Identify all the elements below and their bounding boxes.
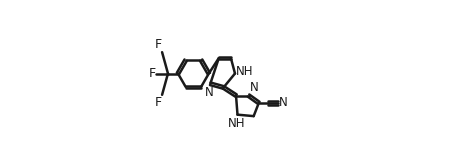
- Text: NH: NH: [228, 117, 245, 130]
- Text: NH: NH: [236, 65, 254, 78]
- Text: N: N: [205, 86, 214, 99]
- Text: N: N: [279, 96, 288, 109]
- Text: F: F: [154, 38, 162, 51]
- Text: F: F: [148, 67, 156, 80]
- Text: N: N: [249, 81, 258, 94]
- Text: F: F: [154, 96, 162, 109]
